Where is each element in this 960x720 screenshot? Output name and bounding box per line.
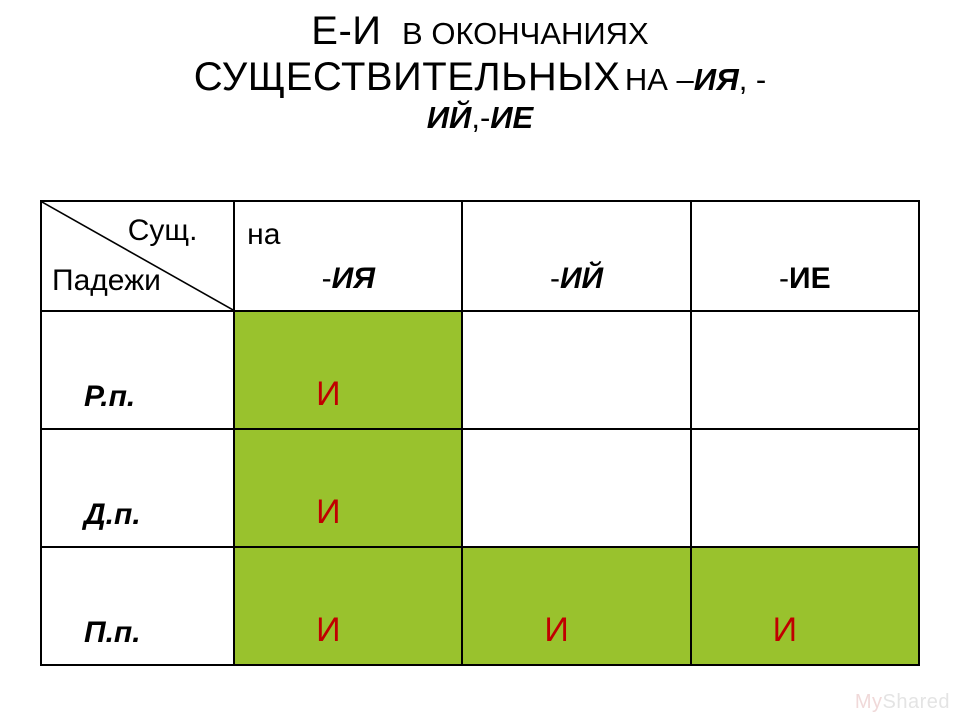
title-part-3c: ИЕ	[490, 100, 533, 135]
value-cell	[691, 311, 919, 429]
watermark-my: My	[855, 691, 883, 713]
endings-table: Сущ. Падежи на -ИЯ -ИЙ -ИЕ	[40, 200, 920, 666]
slide: Е-И В ОКОНЧАНИЯХ СУЩЕСТВИТЕЛЬНЫХ НА –ИЯ,…	[0, 0, 960, 720]
value-cell	[462, 311, 690, 429]
header-text-1: ИЙ	[560, 262, 603, 295]
header-dash-0: -	[322, 262, 332, 295]
header-dash-1: -	[550, 262, 560, 295]
value-text: И	[316, 375, 340, 414]
case-label: П.п.	[54, 616, 141, 649]
watermark-shared: Shared	[883, 691, 951, 713]
title-part-3a: ИЙ	[427, 100, 472, 135]
title-part-2d: , -	[739, 62, 767, 97]
value-cell: И	[234, 429, 462, 547]
table-row: П.п. И И И	[41, 547, 919, 665]
value-cell	[691, 429, 919, 547]
slide-title: Е-И В ОКОНЧАНИЯХ СУЩЕСТВИТЕЛЬНЫХ НА –ИЯ,…	[0, 0, 960, 136]
table-container: Сущ. Падежи на -ИЯ -ИЙ -ИЕ	[40, 200, 920, 666]
value-text: И	[316, 611, 340, 650]
value-cell: И	[234, 547, 462, 665]
case-label: Р.п.	[54, 380, 135, 413]
value-text: И	[544, 611, 568, 650]
table-row: Д.п. И	[41, 429, 919, 547]
value-text: И	[316, 493, 340, 532]
table-row: Р.п. И	[41, 311, 919, 429]
case-cell: П.п.	[41, 547, 234, 665]
table-header-ie: -ИЕ	[691, 201, 919, 311]
title-part-3b: ,-	[471, 100, 490, 135]
case-cell: Р.п.	[41, 311, 234, 429]
title-part-2: СУЩЕСТВИТЕЛЬНЫХ	[194, 55, 621, 99]
corner-top-label: Сущ.	[42, 214, 233, 248]
value-cell: И	[462, 547, 690, 665]
title-part-1b: В ОКОНЧАНИЯХ	[402, 16, 649, 51]
value-cell	[462, 429, 690, 547]
value-cell: И	[691, 547, 919, 665]
header-dash-2: -	[779, 262, 789, 295]
value-cell: И	[234, 311, 462, 429]
header-na: на	[247, 218, 280, 252]
case-cell: Д.п.	[41, 429, 234, 547]
value-text: И	[773, 611, 797, 650]
case-label: Д.п.	[54, 498, 141, 531]
table-header-iy: -ИЙ	[462, 201, 690, 311]
title-part-ei: Е-И	[311, 9, 381, 53]
corner-bottom-label: Падежи	[52, 264, 161, 298]
header-text-2: ИЕ	[789, 262, 831, 295]
header-text-0: ИЯ	[332, 262, 375, 295]
table-header-iya: на -ИЯ	[234, 201, 462, 311]
title-part-2c: ИЯ	[694, 62, 739, 97]
table-corner-cell: Сущ. Падежи	[41, 201, 234, 311]
title-part-2b: НА –	[625, 62, 694, 97]
watermark: MyShared	[855, 691, 950, 714]
table-header-row: Сущ. Падежи на -ИЯ -ИЙ -ИЕ	[41, 201, 919, 311]
